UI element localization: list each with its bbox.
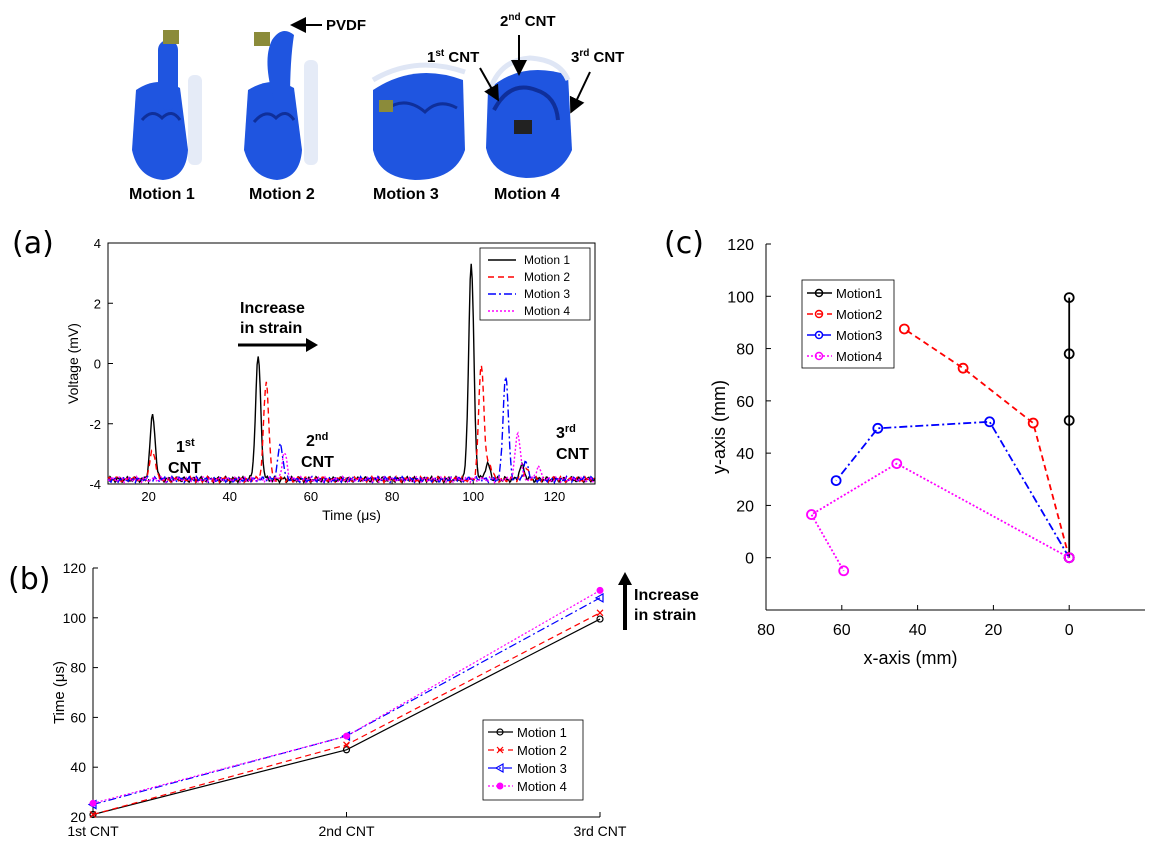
chart-a-y-tick-label: 4 — [94, 236, 101, 251]
chart-a-annotation-increase-line1: Increase — [240, 300, 305, 317]
motion-4-caption: Motion 4 — [494, 186, 560, 203]
motion-4-photo — [480, 0, 580, 185]
chart-a-series-4 — [107, 431, 596, 485]
cnt1-photo-label: 1st CNT — [427, 48, 479, 66]
chart-a-cnt-word-2: CNT — [301, 454, 334, 471]
chart-a-x-tick-label: 20 — [141, 489, 155, 504]
panel-label-b: (b) — [8, 562, 51, 597]
photo-annotations: PVDF 1st CNT 2nd CNT 3rd CNT — [290, 12, 624, 114]
motion-2-caption: Motion 2 — [249, 186, 315, 203]
chart-a-y-tick-label: -2 — [89, 417, 101, 432]
chart-a-cnt-sup: st — [185, 437, 195, 449]
chart-a-legend-label: Motion 3 — [524, 287, 570, 301]
chart-a-y-tick-label: 2 — [94, 296, 101, 311]
motion-2-photo — [232, 0, 332, 185]
chart-a-x-tick-label: 60 — [304, 489, 318, 504]
chart-a-cnt-sup: rd — [565, 423, 576, 435]
chart-a-legend-label: Motion 4 — [524, 304, 570, 318]
chart-a-legend-label: Motion 1 — [524, 253, 570, 267]
chart-a-y-tick-label: 0 — [94, 357, 101, 372]
chart-a-cnt-num: 1 — [176, 439, 185, 456]
chart-a-series-2 — [107, 365, 596, 485]
cnt3-photo-label: 3rd CNT — [571, 48, 624, 66]
chart-a-cnt-word-1: CNT — [168, 460, 201, 477]
chart-a-x-tick-label: 80 — [385, 489, 399, 504]
chart-a-x-axis-title: Time (μs) — [322, 507, 381, 523]
pvdf-label: PVDF — [326, 17, 366, 34]
motion-1-caption: Motion 1 — [129, 186, 195, 203]
chart-a-cnt-word-3: CNT — [556, 446, 589, 463]
chart-a-cnt-num: 2 — [306, 433, 315, 450]
motion-3-photo — [365, 0, 475, 185]
chart-a-cnt-label-3: 3rd — [556, 423, 576, 442]
cnt2-photo-label: 2nd CNT — [500, 12, 556, 30]
chart-a-annotation-increase-line2: in strain — [240, 320, 302, 337]
chart-a-cnt-label-1: 1st — [176, 437, 195, 456]
chart-a-cnt-sup: nd — [315, 431, 328, 443]
chart-a-y-axis-title: Voltage (mV) — [65, 323, 81, 404]
chart-a-legend-label: Motion 2 — [524, 270, 570, 284]
chart-a-x-tick-label: 100 — [462, 489, 484, 504]
chart-a-y-tick-label: -4 — [89, 477, 101, 492]
motion-3-caption: Motion 3 — [373, 186, 439, 203]
chart-a-increase-arrow-head — [306, 338, 318, 352]
panel-label-a: (a) — [12, 226, 54, 261]
chart-a-cnt-label-2: 2nd — [306, 431, 328, 450]
chart-a-x-tick-label: 40 — [223, 489, 237, 504]
chart-a-cnt-num: 3 — [556, 425, 565, 442]
motion-1-photo — [118, 0, 218, 185]
panel-label-c: (c) — [664, 226, 704, 261]
chart-a-x-tick-label: 120 — [544, 489, 566, 504]
